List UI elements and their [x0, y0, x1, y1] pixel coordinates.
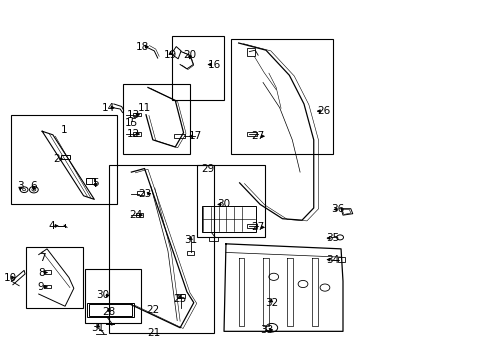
Bar — [133, 132, 141, 135]
Bar — [196, 165, 264, 237]
Bar — [173, 134, 185, 138]
Bar — [177, 294, 184, 298]
Text: 27: 27 — [251, 222, 264, 232]
Bar — [109, 165, 214, 333]
Text: 7: 7 — [39, 253, 45, 263]
Text: 16: 16 — [207, 59, 221, 69]
Bar — [84, 269, 141, 323]
Text: 25: 25 — [173, 294, 186, 304]
Text: 32: 32 — [264, 298, 277, 308]
Text: 34: 34 — [326, 255, 339, 265]
Text: 36: 36 — [331, 204, 344, 215]
Bar — [43, 270, 51, 274]
Text: 26: 26 — [316, 106, 329, 116]
Text: 30: 30 — [96, 291, 109, 301]
Text: 6: 6 — [30, 181, 37, 192]
Text: 28: 28 — [102, 307, 115, 317]
Bar — [89, 305, 132, 316]
Text: 15: 15 — [124, 118, 138, 128]
Text: 3: 3 — [17, 181, 23, 192]
Bar — [87, 303, 134, 317]
Text: 24: 24 — [129, 210, 142, 220]
Bar — [133, 113, 141, 116]
Bar — [85, 178, 95, 184]
Bar — [247, 48, 255, 56]
Bar — [247, 224, 257, 228]
Bar — [122, 84, 189, 154]
Text: 8: 8 — [38, 267, 44, 278]
Bar — [136, 213, 143, 217]
Text: 35: 35 — [326, 233, 339, 243]
Text: 10: 10 — [4, 273, 17, 283]
Text: 13: 13 — [126, 110, 140, 120]
Text: 30: 30 — [217, 199, 230, 210]
Text: 21: 21 — [147, 328, 161, 338]
Text: 27: 27 — [251, 131, 264, 141]
Bar — [11, 115, 117, 204]
Bar — [230, 40, 332, 154]
Bar — [137, 192, 144, 195]
Text: 1: 1 — [61, 125, 67, 135]
Bar — [209, 237, 218, 241]
Bar — [43, 285, 51, 288]
Text: 29: 29 — [201, 163, 214, 174]
Text: 31: 31 — [184, 235, 197, 245]
Text: 22: 22 — [146, 305, 159, 315]
Text: 2: 2 — [53, 154, 60, 164]
Bar — [61, 155, 70, 159]
Bar — [187, 251, 194, 255]
Text: 9: 9 — [38, 282, 44, 292]
Text: 17: 17 — [189, 131, 202, 141]
Bar — [337, 257, 345, 262]
Text: 23: 23 — [138, 189, 151, 199]
Bar — [247, 132, 257, 136]
Text: 11: 11 — [138, 103, 151, 113]
Text: 14: 14 — [101, 103, 114, 113]
Text: 18: 18 — [135, 42, 148, 51]
Text: 4: 4 — [48, 221, 55, 231]
Text: 12: 12 — [126, 129, 140, 139]
Text: 19: 19 — [163, 50, 177, 60]
Bar — [201, 206, 256, 231]
Text: 5: 5 — [92, 178, 99, 188]
Text: 20: 20 — [183, 50, 196, 60]
Bar — [172, 36, 224, 100]
Text: 33: 33 — [259, 325, 272, 335]
Text: 31: 31 — [91, 323, 104, 333]
Bar — [26, 247, 82, 309]
